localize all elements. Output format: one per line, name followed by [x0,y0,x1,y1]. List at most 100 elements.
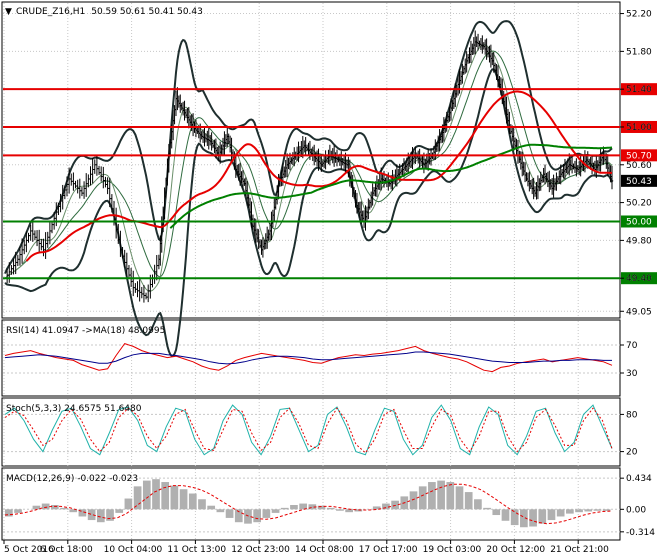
macd-bar [566,509,574,514]
macd-bar [41,503,50,510]
rsi-title: RSI(14) 41.0947 ->MA(18) 48.0995 [6,326,165,336]
level-label: 51.40 [626,85,652,95]
macd-bar [32,505,41,510]
y-tick-label: 49.80 [626,236,652,246]
level-label-box [621,272,657,285]
macd-title: MACD(12,26,9) -0.022 -0.023 [6,474,138,484]
macd-bar [529,509,537,527]
macd-bar [69,509,78,513]
rsi-line [4,343,613,373]
macd-bar [547,509,556,521]
macd-bar [87,509,96,521]
macd-bar [106,509,114,521]
macd-bar [437,480,445,510]
macd-bar [115,509,124,513]
macd-bar [584,509,593,512]
macd-bar [446,482,455,510]
y-tick-label: 30 [626,369,638,379]
macd-bar [207,505,216,510]
x-tick-label: 10 Oct 04:00 [104,545,163,555]
macd-bar [152,479,160,510]
x-tick-label: 12 Oct 23:00 [231,545,290,555]
macd-bar [326,507,335,510]
macd-bar [142,480,151,510]
y-tick-label: 51.00 [626,123,652,133]
bollinger-upper [4,20,613,274]
y-tick-label: 51.40 [626,85,652,95]
y-tick-label: 80 [626,410,638,420]
macd-bar [50,505,59,510]
y-tick-label: 0.434 [626,474,652,484]
y-tick-label: 51.80 [626,47,652,57]
macd-bar [520,509,528,528]
level-label: 49.40 [626,274,652,284]
x-tick-label: 5 Oct 2016 [4,545,54,555]
macd-bar [133,486,142,510]
macd-bar [188,493,197,510]
level-label-box [621,120,657,133]
collapse-icon[interactable]: ▼ [5,7,12,17]
rsi-panel [1,319,621,397]
y-tick-label: 52.20 [626,10,652,20]
level-label: 50.70 [626,151,652,161]
level-label-box [621,215,657,228]
macd-bar [317,505,326,510]
slow-ma-red [25,90,612,262]
macd-bar [336,509,344,511]
macd-bar [170,485,179,510]
macd-bar [345,509,353,513]
macd-bar [602,509,611,511]
level-label-box [621,83,657,96]
level-label: 51.00 [626,123,652,133]
y-tick-label: 50.20 [626,199,652,209]
x-tick-label: 6 Oct 18:00 [40,545,93,555]
macd-bar [271,509,280,513]
y-tick-label: 0.00 [626,505,646,515]
macd-bar [161,482,170,510]
macd-bar [14,509,22,513]
macd-bar [198,499,206,510]
macd-bar [124,498,133,510]
macd-bar [418,486,427,510]
level-label-box [621,149,657,162]
macd-bar [575,509,583,513]
current-price-label: 50.43 [626,177,652,187]
x-tick-label: 21 Oct 21:00 [550,545,609,555]
y-tick-label: -0.314 [626,528,655,538]
stoch-main-line [4,404,613,456]
y-tick-label: 49.40 [626,274,652,284]
macd-bar [96,509,105,523]
stoch-signal-line [4,407,613,454]
macd-bar [556,509,565,517]
macd-bar [501,509,510,521]
chart-symbol: CRUDE_Z16,H1 [16,7,85,17]
macd-bar [280,507,289,510]
y-tick-label: 50.60 [626,161,652,171]
macd-bar [262,509,271,518]
y-tick-label: 20 [626,448,638,458]
macd-bar [5,509,13,517]
macd-bar [225,509,234,518]
rsi-ma-line [4,351,612,365]
x-tick-label: 20 Oct 12:00 [486,545,545,555]
macd-bar [299,503,307,510]
bollinger-lower [4,68,613,357]
macd-bar [593,509,602,511]
macd-bar [382,503,390,510]
macd-bar [253,509,262,523]
macd-bar [464,492,473,510]
macd-bar [179,489,188,510]
macd-bar [308,504,317,510]
macd-bar [474,499,482,510]
macd-bar [216,509,225,513]
macd-bar [455,486,464,510]
macd-bar [538,509,547,524]
macd-panel [1,467,621,541]
macd-bar [428,482,436,510]
macd-bar [492,509,501,516]
macd-bar [510,509,519,526]
chart-header: CRUDE_Z16,H1 50.59 50.61 50.41 50.43 [16,7,203,17]
macd-bar [234,509,243,523]
macd-bar [60,507,68,510]
